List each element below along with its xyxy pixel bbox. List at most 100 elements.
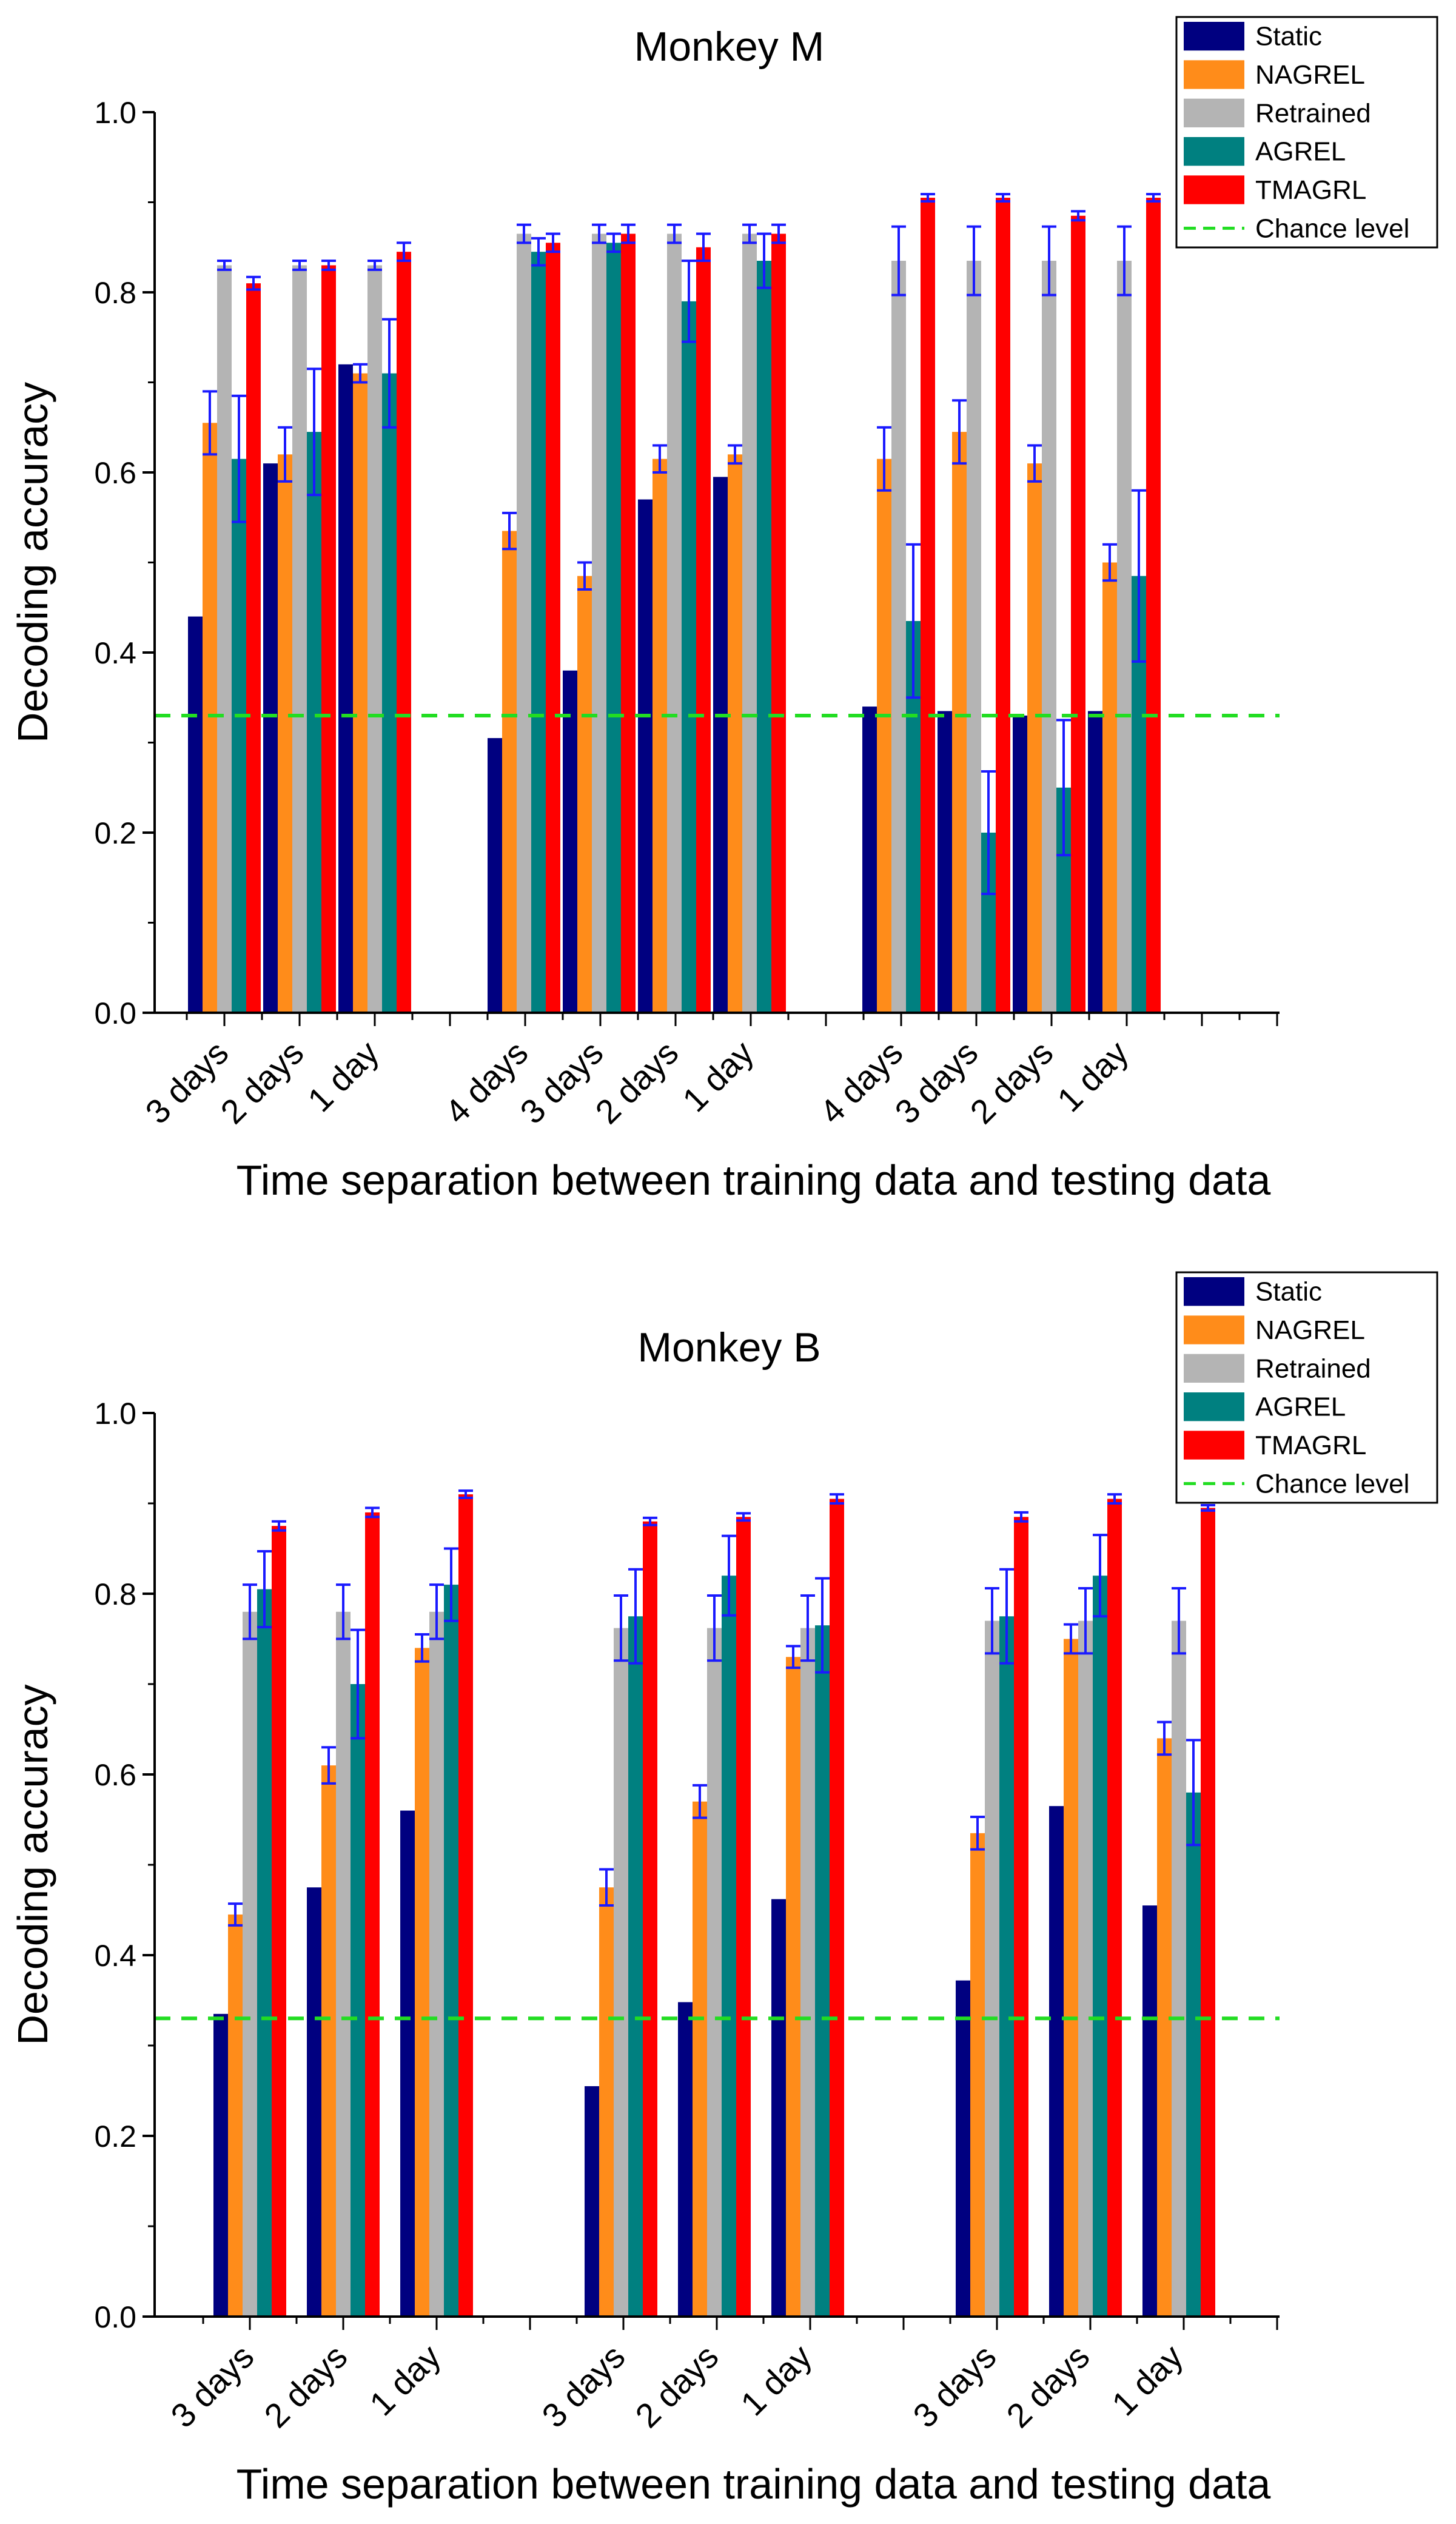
bar-agrel — [722, 1576, 736, 2317]
error-bar-tmagrl — [365, 1506, 380, 1519]
error-bar-tmagrl — [246, 275, 261, 291]
bar-group-5 — [678, 1512, 751, 2317]
bar-nagrel — [877, 458, 891, 1013]
bar-retrained — [1172, 1620, 1186, 2317]
bar-static — [1142, 1905, 1157, 2317]
legend-swatch-tmagrl — [1184, 1431, 1244, 1460]
x-tick-label: 3 days — [163, 2337, 261, 2435]
bar-retrained — [367, 265, 382, 1013]
x-tick-label: 1 day — [1050, 1033, 1135, 1119]
x-tick-label: 3 days — [905, 2337, 1003, 2435]
error-bar-tmagrl — [1201, 1503, 1215, 1512]
error-bar-tmagrl — [1071, 210, 1085, 222]
error-bar-nagrel — [321, 1746, 336, 1785]
bar-nagrel — [653, 458, 667, 1013]
error-bar-agrel — [444, 1547, 458, 1622]
bar-nagrel — [1157, 1738, 1172, 2317]
error-bar-nagrel — [728, 444, 742, 465]
error-bar-agrel — [815, 1577, 830, 1674]
bar-nagrel — [1064, 1639, 1078, 2317]
error-bar-agrel — [682, 260, 696, 343]
bar-tmagrl — [246, 283, 261, 1013]
error-bar-nagrel — [786, 1645, 800, 1670]
bar-group-1 — [213, 1520, 286, 2317]
bar-group-3 — [338, 241, 411, 1013]
bar-tmagrl — [397, 252, 411, 1013]
y-tick-label: 0.2 — [94, 816, 136, 850]
legend-swatch-retrained — [1184, 98, 1244, 127]
bar-static — [1088, 711, 1102, 1013]
bar-static — [638, 499, 653, 1013]
y-tick-label: 0.6 — [94, 1758, 136, 1792]
x-tick-label: 1 day — [733, 2337, 819, 2423]
bar-tmagrl — [321, 265, 336, 1013]
bar-static — [956, 1980, 970, 2317]
x-tick-label: 3 days — [534, 2337, 632, 2435]
bar-group-8 — [1049, 1493, 1122, 2317]
bar-agrel — [1093, 1576, 1107, 2317]
x-tick-label: 2 days — [628, 2337, 725, 2435]
error-bar-nagrel — [502, 511, 517, 551]
error-bar-agrel — [981, 770, 996, 895]
bar-agrel — [351, 1684, 365, 2317]
legend-box — [1175, 16, 1438, 249]
error-bar-retrained — [592, 223, 606, 244]
bar-static — [488, 738, 502, 1013]
error-bar-tmagrl — [643, 1516, 657, 1526]
error-bar-nagrel — [952, 399, 967, 465]
bar-retrained — [1078, 1620, 1093, 2317]
bar-group-4 — [488, 223, 560, 1013]
error-bar-retrained — [429, 1583, 444, 1640]
bar-tmagrl — [996, 198, 1010, 1013]
bar-agrel — [606, 243, 621, 1013]
error-bar-nagrel — [353, 363, 367, 384]
legend-box — [1175, 1271, 1438, 1504]
bar-group-10 — [1013, 210, 1085, 1013]
bar-agrel — [628, 1616, 643, 2317]
error-bar-retrained — [1172, 1587, 1186, 1655]
bar-retrained — [614, 1628, 628, 2317]
bar-nagrel — [970, 1833, 985, 2317]
bar-nagrel — [1102, 562, 1117, 1013]
bar-nagrel — [577, 576, 592, 1013]
legend-label: Retrained — [1255, 98, 1371, 128]
x-tick-label: 4 days — [437, 1033, 535, 1131]
bar-group-7 — [713, 223, 786, 1013]
legend: Static NAGREL Retrained AGREL TMAGRL Chance l… — [1175, 16, 1438, 249]
legend-swatch-static — [1184, 1277, 1244, 1306]
error-bar-tmagrl — [830, 1493, 844, 1505]
bar-nagrel — [228, 1914, 243, 2317]
x-tick-label: 4 days — [812, 1033, 910, 1131]
bar-retrained — [707, 1628, 722, 2317]
bar-static — [585, 2086, 599, 2317]
error-bar-agrel — [257, 1549, 272, 1629]
bar-tmagrl — [771, 233, 786, 1013]
bar-tmagrl — [621, 233, 636, 1013]
legend-label: NAGREL — [1255, 60, 1365, 90]
bar-tmagrl — [736, 1517, 751, 2317]
error-bar-agrel — [531, 237, 546, 267]
error-bar-nagrel — [599, 1868, 614, 1907]
y-tick-label: 0.0 — [94, 996, 136, 1030]
error-bar-nagrel — [693, 1784, 707, 1819]
bar-retrained — [667, 233, 682, 1013]
error-bar-agrel — [628, 1568, 643, 1665]
legend-label: Retrained — [1255, 1354, 1371, 1383]
legend: Static NAGREL Retrained AGREL TMAGRL Chance l… — [1175, 1271, 1438, 1504]
x-tick-label: 2 days — [257, 2337, 354, 2435]
error-bar-tmagrl — [397, 241, 411, 263]
bar-agrel — [531, 252, 546, 1013]
error-bar-tmagrl — [996, 193, 1010, 203]
y-tick-label: 0.6 — [94, 456, 136, 490]
error-bar-agrel — [1056, 719, 1071, 857]
bar-group-2 — [307, 1506, 380, 2317]
legend-label: TMAGRL — [1255, 1431, 1366, 1460]
error-bar-agrel — [999, 1568, 1014, 1665]
bar-static — [188, 616, 203, 1013]
error-bar-tmagrl — [321, 260, 336, 271]
legend-label: Chance level — [1255, 1469, 1409, 1499]
bar-agrel — [382, 373, 397, 1013]
error-bar-retrained — [243, 1583, 257, 1640]
error-bar-nagrel — [1102, 543, 1117, 582]
